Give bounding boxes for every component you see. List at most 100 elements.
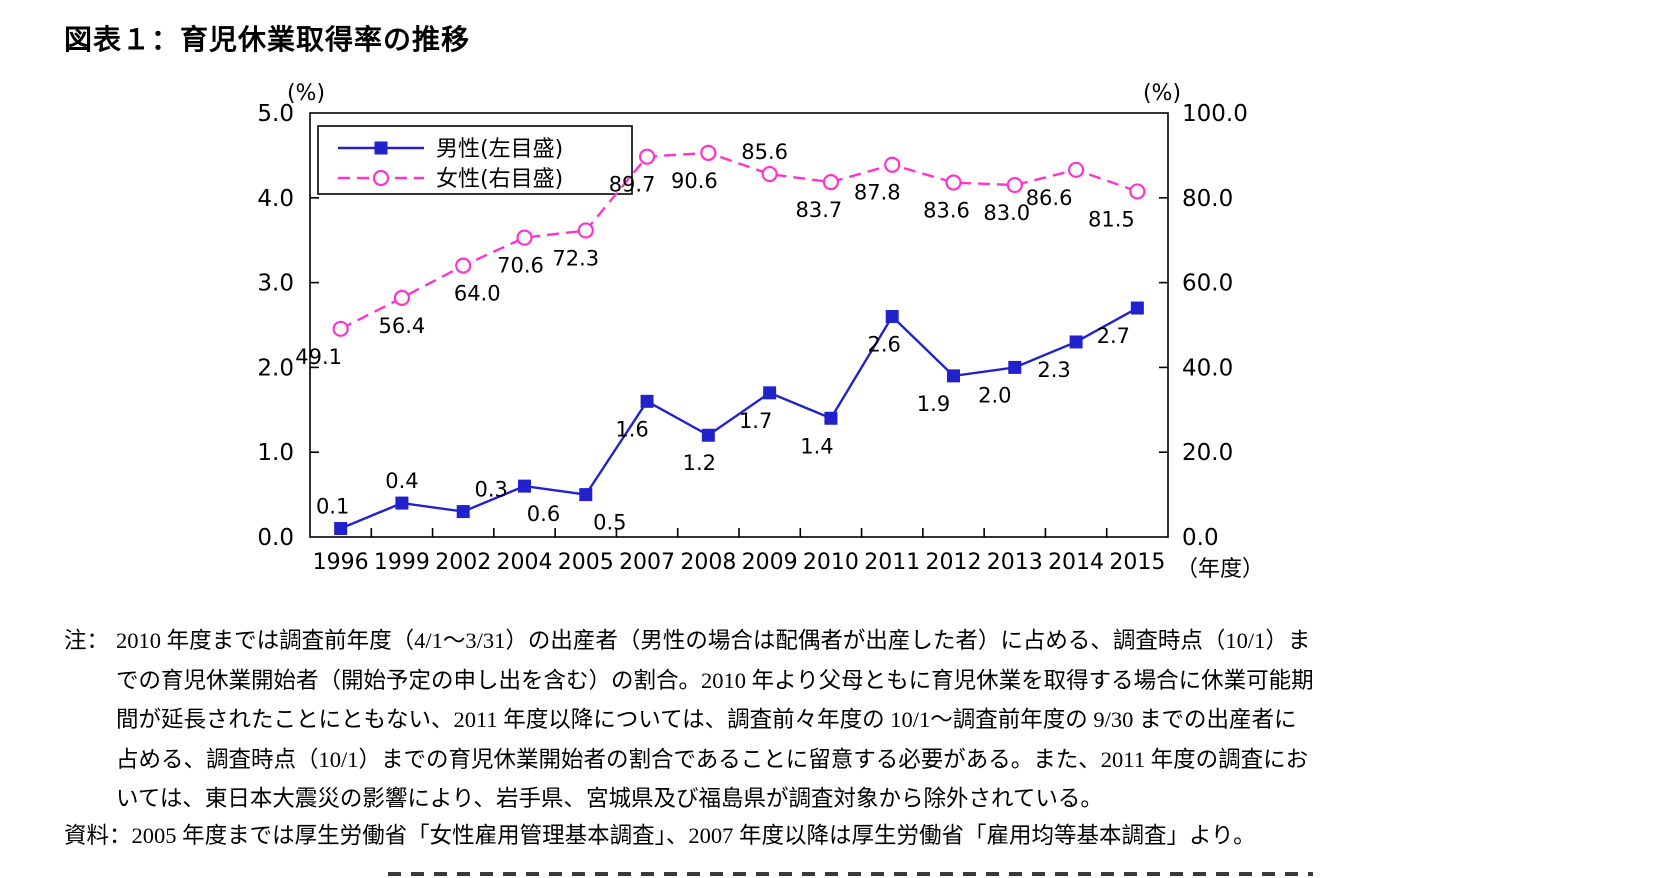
x-axis-tick-label: 2014 bbox=[1048, 550, 1104, 575]
data-point-label: 1.6 bbox=[615, 417, 648, 441]
data-point-marker-square bbox=[763, 386, 777, 400]
x-axis-tick-label: 2013 bbox=[987, 550, 1043, 575]
left-axis-tick-label: 5.0 bbox=[257, 101, 294, 127]
data-point-marker-square bbox=[1130, 301, 1144, 315]
data-point-marker-circle bbox=[884, 156, 901, 173]
series-line-male bbox=[340, 306, 1138, 530]
data-point-marker-circle bbox=[332, 320, 349, 337]
left-axis-tick-label: 0.0 bbox=[257, 525, 294, 551]
data-point-marker-square bbox=[395, 496, 409, 510]
data-point-label: 0.3 bbox=[475, 478, 508, 502]
x-axis-tick-label: 2002 bbox=[435, 550, 491, 575]
right-axis-tick-label: 100.0 bbox=[1182, 101, 1248, 127]
data-point-marker-circle bbox=[577, 222, 594, 239]
data-point-label: 49.1 bbox=[295, 345, 342, 369]
legend-label: 男性(左目盛) bbox=[436, 137, 563, 162]
data-point-marker-square bbox=[456, 505, 470, 519]
data-point-label: 0.6 bbox=[527, 502, 560, 526]
data-point-marker-square bbox=[701, 428, 715, 442]
data-point-label: 2.7 bbox=[1097, 324, 1130, 348]
data-point-marker-square bbox=[885, 310, 899, 324]
data-point-label: 81.5 bbox=[1088, 207, 1135, 231]
series-line-female bbox=[340, 151, 1138, 330]
data-point-label: 89.7 bbox=[609, 173, 656, 197]
x-axis-tick-label: 1996 bbox=[313, 550, 369, 575]
data-point-marker-square bbox=[947, 369, 960, 383]
chart-svg: 0.0 1.0 2.0 3.0 4.0 5.0 0.0 20.0 40.0 60.0 80.0 100… bbox=[257, 81, 1264, 582]
note-lines: 2010 年度までは調査前年度（4/1～3/31）の出産者（男性の場合は配偶者が… bbox=[116, 621, 1504, 819]
data-point-label: 86.6 bbox=[1026, 186, 1073, 210]
note-line: での育児休業開始者（開始予定の申し出を含む）の割合。2010 年より父母ともに育… bbox=[116, 667, 1314, 693]
data-point-label: 83.0 bbox=[983, 201, 1030, 225]
right-axis-unit-label: (%) bbox=[1143, 81, 1181, 106]
page-title: 図表１：育児休業取得率の推移 bbox=[64, 23, 471, 56]
legend-box bbox=[317, 125, 633, 195]
left-axis-tick-label: 2.0 bbox=[257, 355, 294, 381]
data-point-marker-square bbox=[334, 522, 348, 536]
source-line: 資料：2005 年度までは厚生労働省「女性雇用管理基本調査」、2007 年度以降… bbox=[64, 823, 1256, 848]
data-point-label: 1.2 bbox=[683, 451, 716, 475]
right-axis-tick-label: 60.0 bbox=[1182, 271, 1233, 297]
x-axis-tick-label: 2008 bbox=[680, 550, 736, 575]
x-axis-tick-label: 2015 bbox=[1109, 550, 1165, 575]
right-axis-tick-label: 0.0 bbox=[1182, 525, 1219, 551]
cut-off-text-strip bbox=[388, 872, 1313, 876]
data-point-label: 1.4 bbox=[800, 434, 833, 458]
note-line: いては、東日本大震災の影響により、岩手県、宮城県及び福島県が調査対象から除外され… bbox=[116, 786, 1103, 811]
note-block: 注： 2010 年度までは調査前年度（4/1～3/31）の出産者（男性の場合は配… bbox=[64, 621, 1504, 819]
data-point-marker-circle bbox=[945, 174, 962, 191]
data-point-marker-square bbox=[1008, 360, 1022, 374]
x-axis-unit-label: （年度） bbox=[1176, 557, 1264, 582]
data-point-marker-circle bbox=[822, 174, 840, 191]
data-point-marker-square bbox=[824, 411, 838, 425]
data-point-marker-circle bbox=[1006, 176, 1023, 194]
data-point-label: 83.7 bbox=[796, 198, 843, 222]
x-axis-tick-label: 2009 bbox=[742, 550, 798, 575]
x-axis-tick-label: 2011 bbox=[864, 550, 920, 575]
data-point-label: 1.9 bbox=[917, 392, 950, 416]
data-point-marker-circle bbox=[761, 165, 778, 183]
data-point-marker-square bbox=[1069, 335, 1083, 349]
data-point-label: 56.4 bbox=[379, 314, 426, 338]
line-chart: 0.0 1.0 2.0 3.0 4.0 5.0 0.0 20.0 40.0 60.0 80.0 100… bbox=[257, 81, 1264, 582]
data-point-marker-circle bbox=[516, 229, 533, 246]
note-line: 占める、調査時点（10/1）までの育児休業開始者の割合であることに留意する必要が… bbox=[116, 746, 1309, 772]
data-point-label: 72.3 bbox=[552, 246, 599, 270]
data-point-marker-square bbox=[579, 488, 593, 502]
data-point-marker-square bbox=[374, 141, 388, 155]
data-point-marker-circle bbox=[638, 148, 656, 165]
right-axis-tick-label: 20.0 bbox=[1182, 440, 1233, 466]
data-point-label: 1.7 bbox=[739, 409, 772, 433]
data-point-label: 87.8 bbox=[854, 181, 901, 205]
data-point-marker-circle bbox=[1067, 161, 1085, 178]
data-point-label: 0.4 bbox=[385, 469, 418, 493]
data-point-label: 90.6 bbox=[671, 169, 718, 193]
data-point-label: 0.5 bbox=[593, 511, 626, 535]
x-axis-tick-label: 2004 bbox=[497, 550, 553, 575]
data-point-marker-circle bbox=[372, 169, 390, 187]
data-point-marker-circle bbox=[1129, 183, 1146, 200]
note-prefix: 注： bbox=[64, 628, 110, 653]
data-point-label: 70.6 bbox=[497, 254, 544, 278]
legend-label: 女性(右目盛) bbox=[436, 167, 563, 192]
data-point-marker-circle bbox=[700, 144, 717, 161]
data-point-label: 0.1 bbox=[316, 495, 349, 519]
left-axis-unit-label: (%) bbox=[287, 81, 325, 106]
data-point-marker-square bbox=[640, 394, 654, 408]
x-axis-tick-label: 2012 bbox=[926, 550, 982, 575]
x-axis-tick-label: 2010 bbox=[803, 550, 859, 575]
note-line: 間が延長されたことにともない、2011 年度以降については、調査前々年度の 10… bbox=[116, 707, 1297, 732]
data-point-label: 64.0 bbox=[454, 282, 501, 306]
data-point-marker-circle bbox=[393, 289, 411, 306]
left-axis-tick-label: 4.0 bbox=[257, 186, 294, 212]
data-point-label: 83.6 bbox=[923, 199, 970, 223]
data-point-label: 2.0 bbox=[978, 383, 1011, 407]
data-point-marker-circle bbox=[455, 257, 472, 274]
data-point-marker-square bbox=[518, 479, 531, 493]
data-point-label: 2.3 bbox=[1037, 358, 1070, 382]
x-axis-tick-label: 1999 bbox=[374, 550, 430, 575]
left-axis-tick-label: 3.0 bbox=[257, 271, 294, 297]
data-point-label: 85.6 bbox=[741, 140, 788, 164]
x-axis-tick-label: 2007 bbox=[619, 550, 675, 575]
